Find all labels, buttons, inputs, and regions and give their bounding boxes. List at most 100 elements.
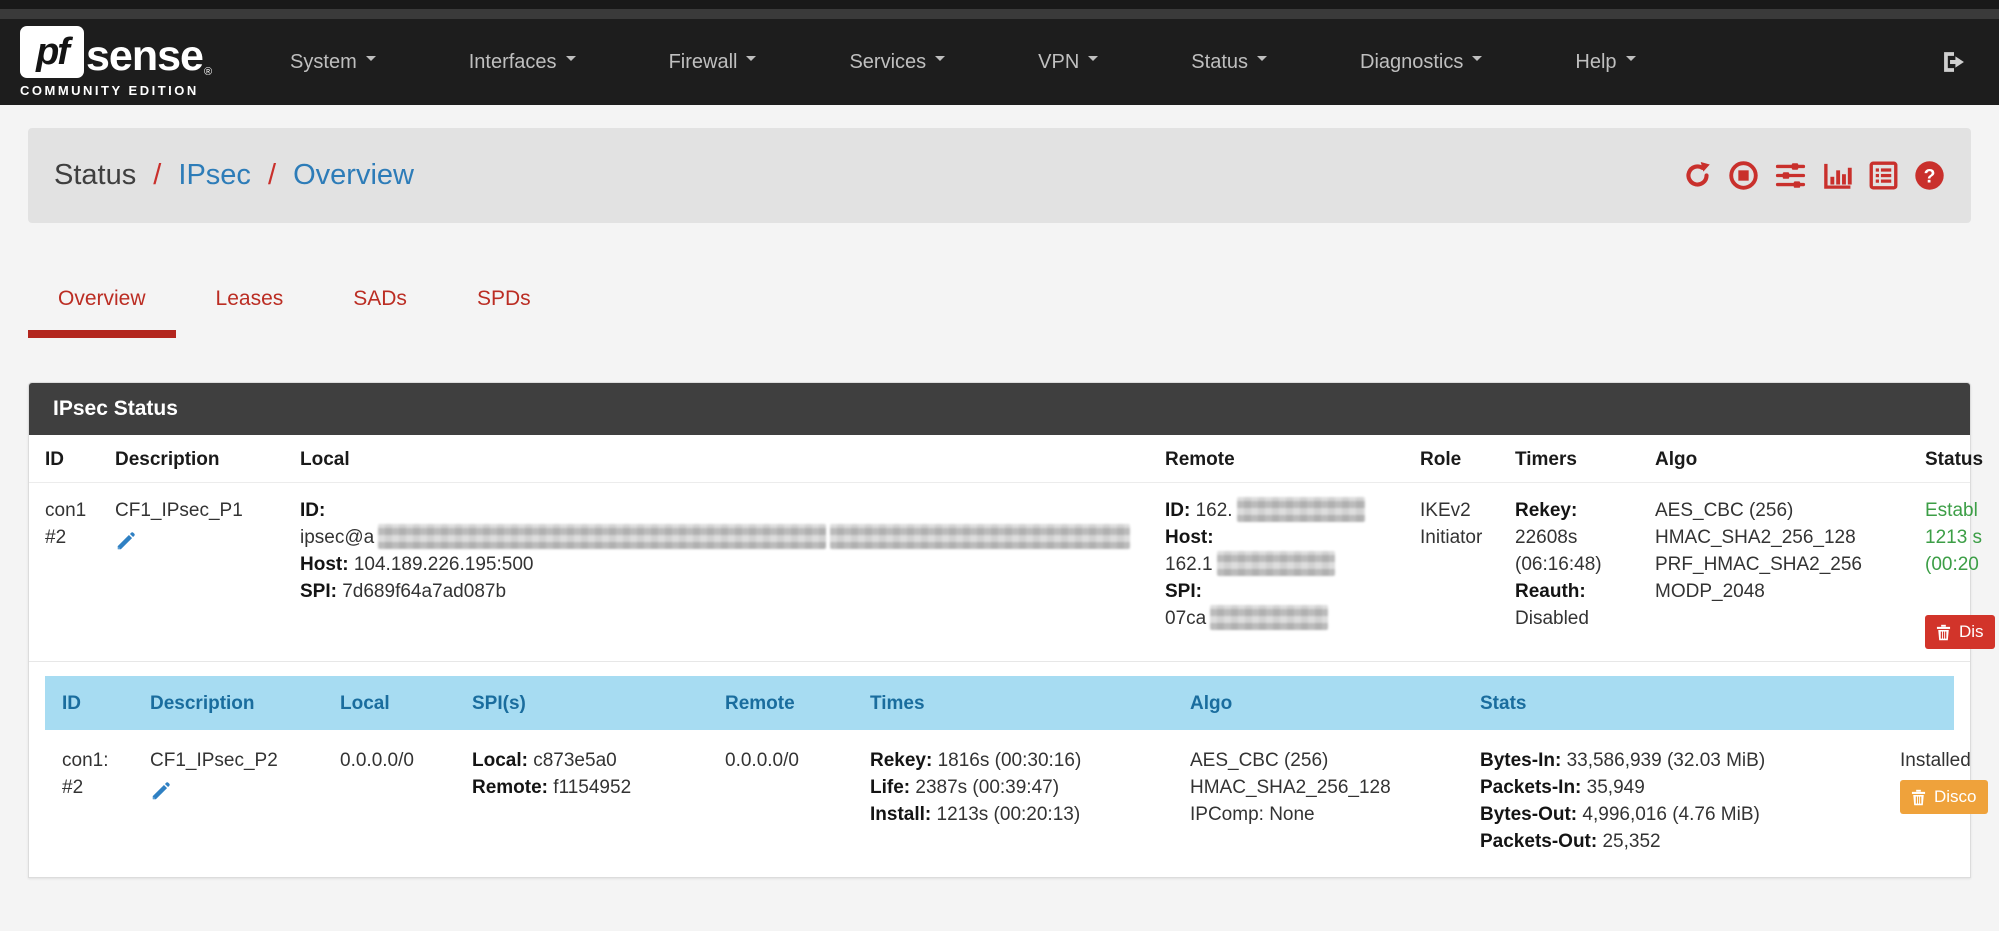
ike-table-header: ID Description Local Remote Role Timers … [29,435,1983,483]
child-algo-cell: AES_CBC (256) HMAC_SHA2_256_128 IPComp: … [1190,750,1391,825]
ike-table-row: con1 #2 CF1_IPsec_P1 ID: ipsec@a Host: 1… [29,483,1995,662]
list-icon[interactable] [1868,160,1899,191]
breadcrumb-bar: Status / IPsec / Overview ? [28,128,1971,223]
tab-overview[interactable]: Overview [28,287,176,338]
pf-logo-box: pf [20,26,84,78]
nav-item-status[interactable]: Status [1191,51,1267,74]
refresh-icon[interactable] [1682,160,1713,191]
child-stats-cell: Bytes-In: 33,586,939 (32.03 MiB) Packets… [1480,750,1766,852]
nav-menu: System Interfaces Firewall Services VPN … [290,51,1636,74]
col-algo: Algo [1190,693,1233,714]
brand-sense: sense [86,32,204,80]
col-description: Description [115,449,220,470]
redacted-block [1236,497,1365,522]
col-description: Description [150,693,255,714]
nav-item-diagnostics[interactable]: Diagnostics [1360,51,1483,74]
ike-remote-cell: ID: 162. Host: 162.1 SPI: 07ca [1165,497,1420,649]
panel-title: IPsec Status [29,383,1970,435]
disconnect-child-button[interactable]: Disco [1900,780,1988,814]
status-installed: Installed [1900,750,1971,771]
page-action-icons: ? [1682,160,1945,191]
col-stats: Stats [1480,693,1527,714]
ike-timers-cell: Rekey: 22608s (06:16:48) Reauth: Disable… [1515,500,1602,629]
chevron-down-icon [365,55,376,66]
chevron-down-icon [1088,55,1099,66]
child-sa-header: ID Description Local SPI(s) Remote Times… [45,676,1954,730]
child-description-cell: CF1_IPsec_P2 [150,747,340,855]
col-id: ID [62,693,81,714]
pfsense-logo[interactable]: pf sense ® COMMUNITY EDITION [20,26,212,98]
sliders-icon[interactable] [1774,160,1807,191]
child-id-cell: con1: #2 [62,750,109,798]
breadcrumb-separator: / [153,159,162,191]
col-times: Times [870,693,925,714]
col-spis: SPI(s) [472,693,526,714]
redacted-block [378,524,827,549]
nav-item-interfaces[interactable]: Interfaces [469,51,576,74]
col-actions [1900,676,1954,730]
top-strip-light [0,9,1999,19]
help-icon[interactable]: ? [1914,160,1945,191]
brand-tagline: COMMUNITY EDITION [20,83,199,98]
chevron-down-icon [746,55,757,66]
child-spis-cell: Local: c873e5a0 Remote: f1154952 [472,750,632,798]
redacted-block [830,524,1131,549]
navbar: pf sense ® COMMUNITY EDITION System Inte… [0,19,1999,105]
col-timers: Timers [1515,449,1577,470]
trash-icon [1911,789,1926,805]
chevron-down-icon [935,55,946,66]
bar-chart-icon[interactable] [1822,160,1853,191]
chevron-down-icon [1472,55,1483,66]
breadcrumb-section: Status [54,159,137,191]
top-strip [0,0,1999,9]
tab-spds[interactable]: SPDs [476,287,531,310]
breadcrumb-link-ipsec[interactable]: IPsec [178,159,251,191]
tab-bar: Overview Leases SADs SPDs [28,287,1971,338]
trash-icon [1936,624,1951,640]
nav-item-system[interactable]: System [290,51,376,74]
svg-text:?: ? [1924,166,1936,188]
ipsec-status-panel: IPsec Status ID Description Local Remote… [28,382,1995,878]
nav-item-vpn[interactable]: VPN [1038,51,1099,74]
chevron-down-icon [565,55,576,66]
chevron-down-icon [1625,55,1636,66]
child-local-cell: 0.0.0.0/0 [340,750,414,771]
breadcrumb: Status / IPsec / Overview [54,159,414,192]
ike-description-cell: CF1_IPsec_P1 [115,497,300,649]
col-local: Local [300,449,350,470]
child-remote-cell: 0.0.0.0/0 [725,750,799,771]
col-role: Role [1420,449,1462,470]
sign-out-icon[interactable] [1939,48,1969,76]
tab-sads[interactable]: SADs [353,287,407,310]
tab-leases[interactable]: Leases [215,287,284,310]
disconnect-button[interactable]: Dis [1925,615,1995,649]
redacted-block [1210,605,1329,630]
col-id: ID [45,449,64,470]
ike-status-cell: Establ 1213 s (00:20 Dis [1925,497,1999,649]
ike-local-cell: ID: ipsec@a Host: 104.189.226.195:500 SP… [300,497,1165,649]
brand-registered-mark: ® [203,66,213,78]
edit-pencil-icon[interactable] [115,530,137,560]
edit-pencil-icon[interactable] [150,780,172,810]
breadcrumb-link-overview[interactable]: Overview [293,159,414,191]
nav-item-services[interactable]: Services [849,51,946,74]
ike-id-cell: con1 #2 [45,500,87,548]
chevron-down-icon [1257,55,1267,66]
child-sa-table: ID Description Local SPI(s) Remote Times… [45,676,1988,861]
col-status: Status [1925,449,1984,470]
redacted-block [1216,551,1335,576]
col-remote: Remote [1165,449,1235,470]
child-status-cell: Installed Disco [1900,747,1996,855]
stop-icon[interactable] [1728,160,1759,191]
col-local: Local [340,693,390,714]
status-established: Establ [1925,500,1978,521]
ike-role-cell: IKEv2 Initiator [1420,500,1483,548]
col-algo: Algo [1655,449,1698,470]
breadcrumb-separator: / [268,159,277,191]
child-sa-row: con1: #2 CF1_IPsec_P2 0.0.0.0/0 Local: c… [45,730,1988,861]
ike-algo-cell: AES_CBC (256) HMAC_SHA2_256_128 PRF_HMAC… [1655,500,1862,602]
child-times-cell: Rekey: 1816s (00:30:16) Life: 2387s (00:… [870,750,1082,825]
nav-item-firewall[interactable]: Firewall [669,51,757,74]
nav-item-help[interactable]: Help [1575,51,1636,74]
col-remote: Remote [725,693,795,714]
